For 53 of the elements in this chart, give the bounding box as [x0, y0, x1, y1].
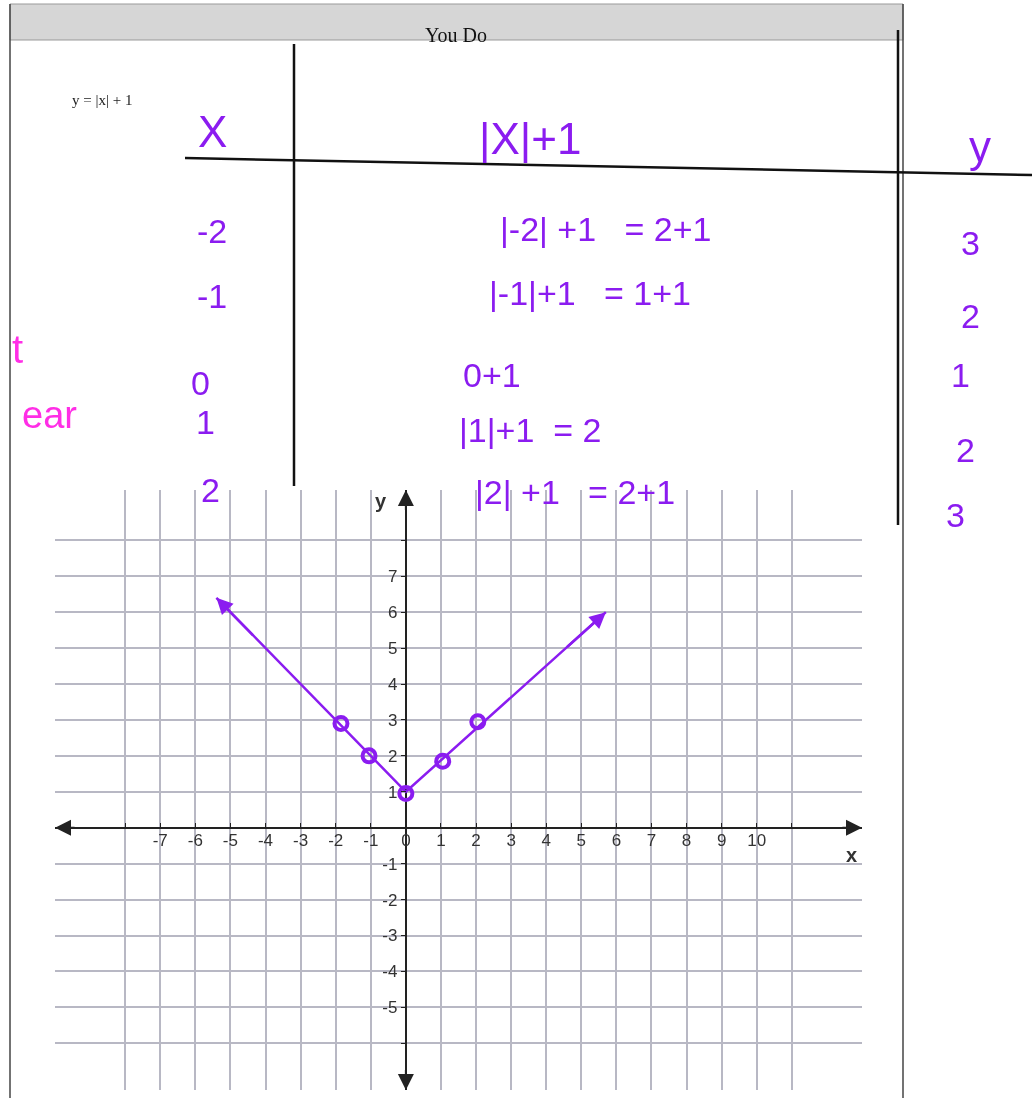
y-tick-label: 4: [388, 674, 398, 694]
y-tick-label: 6: [388, 603, 398, 623]
y-tick-label: 7: [388, 567, 398, 587]
x-tick-label: 10: [747, 830, 767, 850]
text: |-2| +1 = 2+1: [500, 210, 712, 248]
text: 2: [961, 297, 980, 335]
text: |X|+1: [479, 114, 582, 163]
x-tick-label: -2: [328, 830, 344, 850]
annotation: 2: [201, 471, 220, 509]
y-tick-label: -3: [382, 926, 398, 946]
y-tick-label: 3: [388, 710, 398, 730]
x-tick-label: 7: [646, 830, 657, 850]
text: 3: [946, 496, 965, 534]
y-tick-label: -5: [382, 998, 398, 1018]
y-tick-label: 2: [388, 746, 398, 766]
text: ear: [22, 394, 78, 436]
x-tick-label: -1: [363, 830, 379, 850]
y-tick-label: 5: [388, 639, 398, 659]
x-tick-label: -6: [187, 830, 203, 850]
text: 0: [191, 364, 210, 402]
y-tick-label: 1: [388, 782, 398, 802]
x-tick-label: 5: [576, 830, 587, 850]
x-tick-label: 6: [611, 830, 622, 850]
text: 3: [961, 224, 980, 262]
text: -2: [197, 212, 228, 250]
text: t: [12, 327, 24, 371]
x-tick-label: -4: [257, 830, 274, 850]
text: 2: [956, 431, 975, 469]
annotation: |2| +1 = 2+1: [475, 473, 676, 511]
text: 1: [951, 356, 970, 394]
text: y: [969, 122, 991, 171]
text: 0+1: [463, 356, 521, 394]
x-tick-label: 8: [681, 830, 692, 850]
x-tick-label: 9: [716, 830, 727, 850]
y-tick-label: -4: [382, 962, 398, 982]
x-tick-label: 4: [541, 830, 551, 850]
y-axis-title: y: [375, 490, 387, 512]
x-tick-label: -5: [222, 830, 238, 850]
x-tick-label: 3: [506, 830, 516, 850]
text: 1: [196, 403, 215, 441]
chart-title: You Do: [425, 24, 487, 46]
text: X: [198, 107, 228, 156]
y-tick-label: -1: [382, 854, 398, 874]
y-tick-label: -2: [382, 890, 398, 910]
text: -1: [197, 277, 228, 315]
text: y = |x| + 1: [72, 92, 133, 108]
x-axis-title: x: [846, 844, 858, 866]
text: |1|+1 = 2: [459, 411, 602, 449]
x-tick-label: 1: [436, 830, 446, 850]
x-tick-label: 2: [471, 830, 481, 850]
x-tick-label: -7: [152, 830, 168, 850]
text: |-1|+1 = 1+1: [489, 274, 691, 312]
x-tick-label: -3: [293, 830, 309, 850]
